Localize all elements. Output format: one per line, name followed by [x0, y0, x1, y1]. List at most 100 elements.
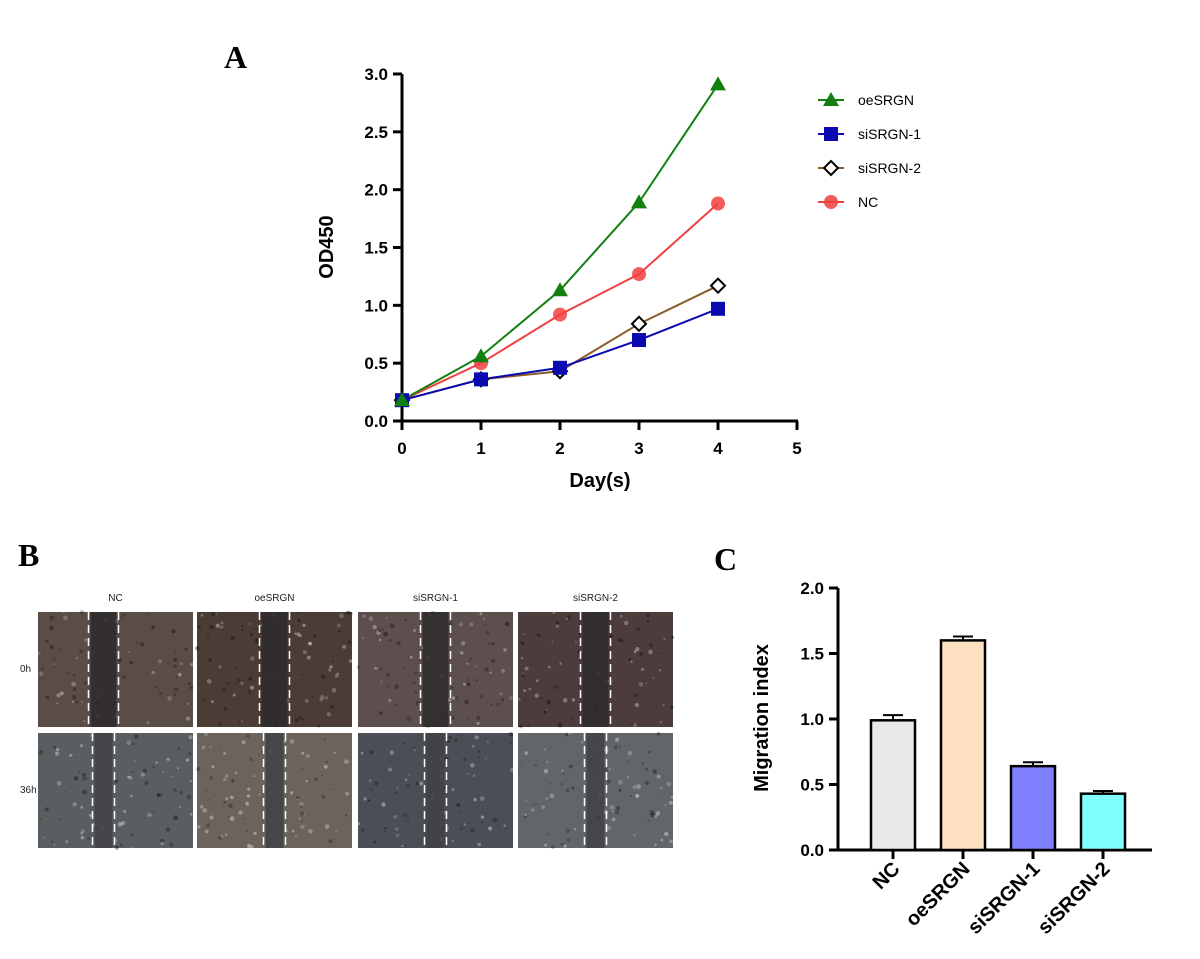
micrograph-cell-texture — [229, 816, 235, 821]
micrograph-cell-texture — [480, 815, 485, 819]
micrograph-cell-texture — [328, 839, 333, 844]
micrograph-cell-texture — [297, 618, 301, 623]
micrograph-cell-texture — [247, 689, 252, 695]
micrograph-cell-texture — [72, 687, 77, 691]
micrograph-cell-texture — [404, 778, 408, 782]
micrograph-cell-texture — [633, 650, 637, 654]
micrograph-cell-texture — [466, 678, 469, 681]
micrograph-cell-texture — [69, 753, 73, 757]
micrograph-cell-texture — [394, 791, 398, 795]
micrograph-cell-texture — [152, 810, 155, 813]
micrograph-cell-texture — [300, 824, 305, 829]
micrograph-cell-texture — [664, 831, 669, 837]
micrograph-cell-texture — [82, 776, 87, 781]
micrograph-cell-texture — [80, 832, 83, 835]
micrograph-cell-texture — [186, 702, 189, 706]
micrograph-cell-texture — [250, 656, 255, 661]
micrograph-cell-texture — [64, 790, 66, 793]
micrograph-cell-texture — [647, 750, 651, 754]
micrograph-cell-texture — [220, 834, 224, 838]
micrograph-cell-texture — [466, 682, 471, 687]
micrograph-cell-texture — [524, 751, 528, 755]
micrograph-cell-texture — [197, 825, 201, 829]
micrograph-cell-texture — [370, 788, 374, 792]
micrograph-cell-texture — [523, 814, 528, 818]
micrograph-cell-texture — [454, 695, 459, 700]
micrograph-cell-texture — [71, 700, 74, 703]
micrograph-cell-texture — [518, 724, 524, 729]
micrograph-cell-texture — [127, 775, 130, 779]
micrograph-cell-texture — [294, 632, 297, 635]
micrograph-cell-texture — [335, 829, 338, 832]
micrograph-cell-texture — [75, 656, 79, 660]
micrograph-cell-texture — [205, 829, 209, 834]
micrograph-cell-texture — [477, 842, 481, 847]
micrograph-cell-texture — [450, 686, 454, 690]
line-chart-x-tick-label: 2 — [555, 439, 564, 458]
micrograph-cell-texture — [333, 751, 336, 754]
micrograph-cell-texture — [404, 618, 408, 621]
micrograph-cell-texture — [80, 835, 85, 840]
micrograph-cell-texture — [458, 622, 464, 627]
micrograph-cell-texture — [230, 795, 234, 800]
micrograph-cell-texture — [654, 814, 658, 818]
micrograph-cell-texture — [123, 809, 127, 814]
micrograph-cell-texture — [654, 843, 657, 846]
micrograph-cell-texture — [307, 641, 311, 646]
micrograph-cell-texture — [56, 701, 59, 705]
micrograph-cell-texture — [188, 735, 193, 740]
micrograph-cell-texture — [72, 706, 75, 709]
bar-siSRGN-2 — [1079, 792, 1127, 852]
micrograph-cell-texture — [520, 641, 525, 646]
micrograph-cell-texture — [336, 672, 340, 675]
micrograph-cell-texture — [248, 622, 251, 626]
micrograph-cell-texture — [666, 781, 671, 787]
panel-letter-a: A — [224, 39, 247, 75]
micrograph-cell-texture — [369, 750, 374, 755]
micrograph-cell-texture — [290, 791, 294, 795]
micrograph-cell-texture — [611, 817, 616, 822]
micrograph-cell-texture — [254, 627, 257, 631]
micrograph-cell-texture — [479, 694, 484, 699]
micrograph-cell-texture — [565, 732, 569, 737]
micrograph-cell-texture — [50, 615, 54, 620]
micrograph-cell-texture — [300, 767, 304, 770]
micrograph-cell-texture — [614, 810, 620, 815]
micrograph-cell-texture — [617, 638, 621, 642]
micrograph-cell-texture — [158, 691, 163, 696]
micrograph-cell-texture — [224, 833, 228, 836]
micrograph-cell-texture — [73, 775, 79, 781]
micrograph-cell-texture — [44, 807, 49, 812]
micrograph-cell-texture — [225, 774, 229, 778]
micrograph-cell-texture — [208, 658, 212, 662]
micrograph-cell-texture — [499, 692, 503, 696]
micrograph-cell-texture — [249, 685, 254, 690]
micrograph-cell-texture — [80, 829, 85, 834]
micrograph-cell-texture — [645, 682, 647, 685]
micrograph-cell-texture — [326, 712, 331, 717]
micrograph-cell-texture — [211, 765, 215, 769]
micrograph-cell-texture — [167, 696, 172, 701]
micrograph-cell-texture — [550, 845, 555, 849]
micrograph-cell-texture — [219, 625, 224, 630]
micrograph-cell-texture — [669, 803, 672, 806]
micrograph-cell-texture — [136, 641, 138, 644]
micrograph-cell-texture — [412, 681, 416, 685]
micrograph-cell-texture — [574, 641, 578, 644]
micrograph-cell-texture — [75, 700, 79, 704]
micrograph-cell-texture — [294, 718, 299, 722]
micrograph-cell-texture — [633, 833, 636, 837]
micrograph-wound-gap — [422, 612, 449, 727]
micrograph-cell-texture — [389, 623, 395, 629]
micrograph-cell-texture — [146, 612, 149, 615]
micrograph-cell-texture — [189, 780, 192, 783]
micrograph-cell-texture — [45, 695, 50, 699]
micrograph-cell-texture — [380, 680, 383, 683]
micrograph-cell-texture — [289, 739, 295, 744]
micrograph-cell-texture — [303, 813, 306, 815]
micrograph-cell-texture — [50, 775, 53, 777]
micrograph-cell-texture — [305, 779, 308, 783]
micrograph-column-label: NC — [108, 593, 122, 604]
micrograph-cell-texture — [475, 679, 479, 682]
data-point-oeSRGN — [473, 348, 489, 363]
